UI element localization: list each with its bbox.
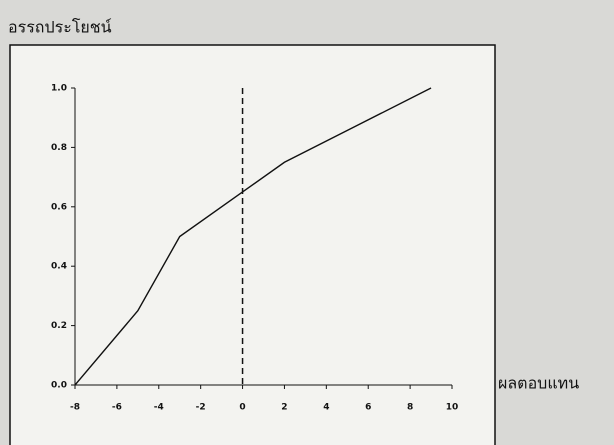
x-tick-label: 8 — [407, 403, 413, 413]
x-tick-label: 0 — [239, 403, 245, 413]
y-tick-label: 0.4 — [51, 262, 67, 272]
x-axis-title: ผลตอบแทน — [498, 374, 579, 393]
x-tick-label: -4 — [154, 403, 164, 413]
page: {"chart_data": {"type": "line", "y_label… — [0, 0, 614, 445]
y-tick-label: 1.0 — [51, 84, 67, 94]
chart: อรรถประโยชน์ ผลตอบแทน 0.0 0.2 0.4 0.6 0.8 1.0… — [0, 0, 614, 445]
x-tick-label: 10 — [446, 403, 459, 413]
x-tick-label: -6 — [112, 403, 122, 413]
x-tick-label: 6 — [365, 403, 371, 413]
y-tick-label: 0.8 — [51, 143, 67, 153]
x-tick-label: -2 — [196, 403, 206, 413]
y-tick-label: 0.2 — [51, 321, 67, 331]
y-tick-label: 0.6 — [51, 202, 67, 212]
x-tick-label: -8 — [70, 403, 80, 413]
y-axis-title: อรรถประโยชน์ — [8, 18, 112, 37]
x-tick-label: 4 — [323, 403, 329, 413]
y-tick-label: 0.0 — [51, 381, 67, 391]
x-tick-label: 2 — [281, 403, 287, 413]
